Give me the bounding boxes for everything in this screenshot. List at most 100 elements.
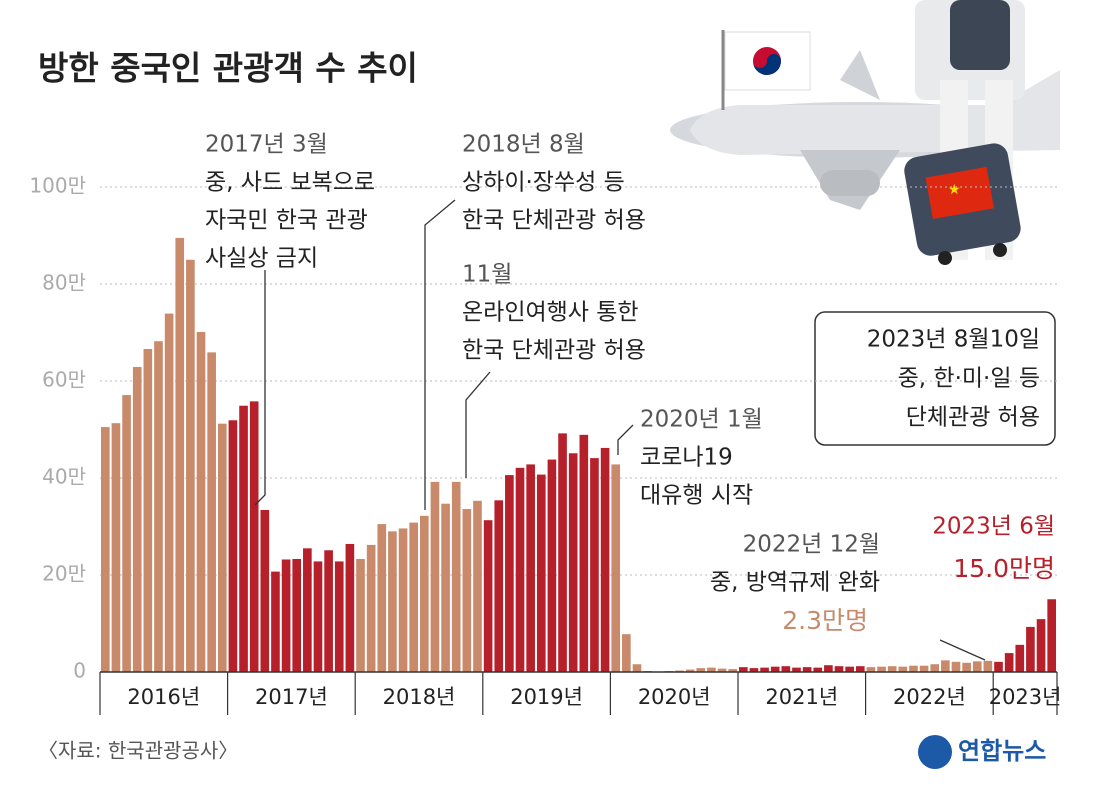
chart-title: 방한 중국인 관광객 수 추이: [38, 49, 418, 88]
value-label: 15.0만명: [953, 554, 1055, 583]
bar: [1004, 653, 1014, 672]
annotation: 2020년 1월: [640, 407, 763, 433]
bar: [239, 405, 248, 672]
bar: [760, 667, 769, 672]
y-tick-label: 60만: [42, 368, 86, 392]
wheel: [993, 243, 1007, 257]
bar: [877, 666, 886, 672]
bar: [802, 667, 812, 672]
leader-line: [254, 270, 266, 506]
annotation: 사실상 금지: [205, 246, 318, 272]
bar: [632, 664, 642, 672]
bar: [111, 423, 121, 672]
annotation: 중, 방역규제 완화: [710, 570, 880, 596]
bar: [930, 664, 940, 672]
annotation: 2023년 8월10일: [867, 327, 1040, 353]
bar: [356, 558, 365, 672]
china-flag: [925, 166, 994, 219]
bar: [271, 571, 280, 672]
annotation: 상하이·장쑤성 등: [462, 170, 625, 196]
bar: [739, 667, 748, 672]
bar: [1015, 644, 1025, 672]
bar: [600, 447, 610, 672]
logo-mark: [918, 735, 952, 769]
bar: [217, 423, 227, 672]
leader-line: [939, 639, 986, 661]
x-group-label: 2020년: [638, 685, 711, 709]
bar: [334, 561, 344, 672]
bar: [547, 459, 557, 672]
bar: [260, 510, 270, 672]
annotation: 중, 한·미·일 등: [898, 366, 1040, 392]
bar: [292, 558, 302, 672]
bar: [462, 509, 472, 672]
bar: [845, 666, 854, 672]
bar: [281, 559, 291, 672]
annotation: 중, 사드 보복으로: [205, 170, 375, 196]
bar: [377, 524, 387, 672]
bar: [749, 668, 759, 672]
korea-flag-blue: [753, 54, 781, 75]
bar: [622, 634, 631, 672]
bar: [994, 661, 1003, 672]
bar: [505, 475, 514, 672]
x-group-label: 2023년: [989, 685, 1062, 709]
bar: [972, 661, 982, 672]
annotation: 2017년 3월: [205, 132, 328, 158]
bar: [696, 668, 706, 672]
annotation: 11월: [462, 262, 512, 288]
x-group-label: 2021년: [765, 685, 838, 709]
bar: [558, 433, 567, 672]
bar: [824, 665, 833, 672]
illustration: ★: [670, 0, 1060, 265]
bar: [164, 313, 174, 672]
annotation: 2023년 6월: [932, 514, 1055, 540]
bar: [473, 500, 482, 672]
y-tick-label: 0: [73, 659, 86, 683]
annotation: 2018년 8월: [462, 132, 585, 158]
bar: [196, 332, 206, 672]
backpack: [950, 0, 1010, 70]
bar: [154, 341, 163, 672]
x-group-label: 2018년: [383, 685, 456, 709]
china-flag-star: ★: [948, 182, 961, 198]
bar: [941, 660, 950, 672]
plane-tail: [840, 50, 880, 100]
bar: [728, 669, 737, 672]
bar: [579, 434, 589, 672]
source: 〈자료: 한국관광공사〉: [38, 739, 238, 763]
bar: [770, 666, 780, 672]
bar: [685, 669, 695, 672]
bar: [345, 543, 355, 672]
bar: [207, 352, 216, 672]
bar: [909, 665, 918, 672]
bar: [590, 458, 599, 672]
bar: [792, 667, 801, 672]
x-group-label: 2016년: [127, 685, 200, 709]
bar: [855, 666, 865, 672]
bar: [451, 481, 461, 672]
bar: [143, 348, 153, 672]
bar: [1026, 626, 1035, 672]
annotation: 단체관광 허용: [906, 405, 1040, 431]
bar: [707, 667, 716, 672]
annotation: 자국민 한국 관광: [205, 208, 368, 234]
bar: [186, 259, 195, 672]
annotation: 한국 단체관광 허용: [462, 208, 646, 234]
x-group-label: 2019년: [510, 685, 583, 709]
bar: [441, 503, 450, 672]
bar: [717, 668, 727, 672]
bar: [483, 520, 493, 672]
bar: [324, 550, 333, 672]
bar: [388, 531, 397, 672]
bar: [101, 427, 110, 672]
bar: [813, 667, 823, 672]
bar: [175, 237, 185, 673]
annotation: 2022년 12월: [743, 532, 880, 558]
x-group-label: 2022년: [893, 685, 966, 709]
bar: [536, 474, 546, 672]
logo: 연합뉴스: [958, 737, 1046, 765]
bar: [898, 666, 908, 672]
leader-line: [465, 371, 491, 478]
bar: [951, 661, 961, 672]
